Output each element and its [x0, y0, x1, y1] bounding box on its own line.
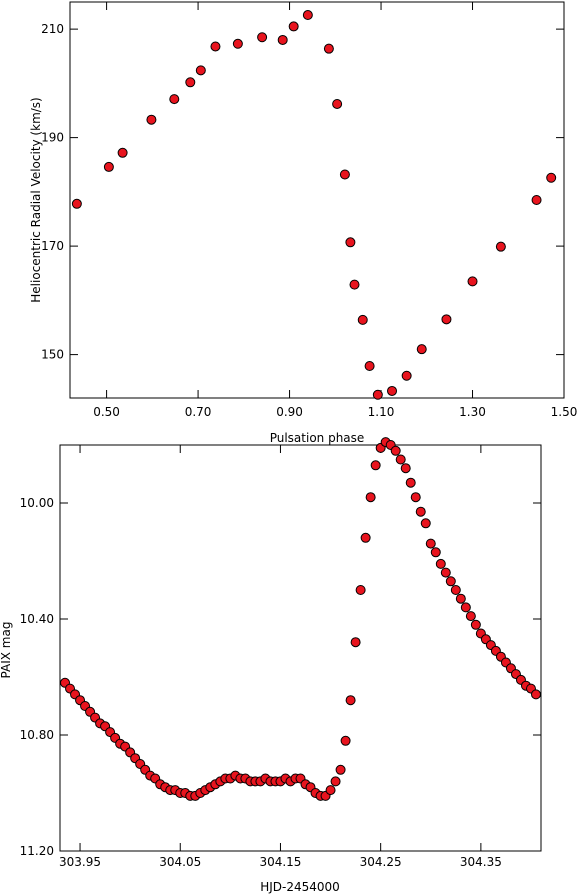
magnitude-data-point: [435, 558, 446, 569]
magnitude-data-point: [325, 785, 336, 796]
velocity-data-point: [185, 77, 196, 88]
magnitude-data-point: [400, 463, 411, 474]
magnitude-x-tick-label: 303.95: [59, 855, 101, 869]
magnitude-y-tick-label: 11.20: [20, 844, 54, 858]
velocity-data-point: [441, 314, 452, 325]
velocity-y-tick-label: 150: [41, 348, 64, 362]
magnitude-data-point: [445, 576, 456, 587]
magnitude-points: [60, 437, 541, 801]
magnitude-data-point: [355, 585, 366, 595]
velocity-data-point: [146, 114, 157, 125]
velocity-data-point: [401, 370, 412, 381]
velocity-x-axis-label: Pulsation phase: [270, 431, 365, 445]
magnitude-data-point: [340, 735, 351, 746]
velocity-y-tick-label: 170: [41, 239, 64, 253]
magnitude-data-point: [365, 492, 376, 503]
magnitude-x-tick-label: 304.25: [360, 855, 402, 869]
magnitude-data-point: [530, 689, 541, 700]
velocity-data-point: [349, 279, 360, 290]
magnitude-data-point: [450, 585, 461, 595]
velocity-data-point: [210, 41, 221, 52]
magnitude-y-tick-label: 10.80: [20, 728, 54, 742]
velocity-data-point: [345, 237, 356, 248]
velocity-y-tick-label: 190: [41, 131, 64, 145]
magnitude-data-point: [465, 611, 476, 622]
magnitude-chart: 303.95 304.05 304.15 304.25 304.35 10.00 10.40…: [0, 437, 542, 894]
magnitude-data-point: [410, 492, 421, 503]
magnitude-data-point: [395, 454, 406, 465]
magnitude-plot-frame: [59, 444, 542, 852]
magnitude-data-point: [330, 776, 341, 787]
velocity-data-point: [467, 276, 478, 287]
magnitude-data-point: [350, 637, 361, 648]
velocity-x-tick-label: 0.50: [93, 405, 120, 419]
magnitude-data-point: [430, 547, 441, 558]
magnitude-x-tick-label: 304.35: [460, 855, 502, 869]
magnitude-data-point: [415, 506, 426, 517]
velocity-data-point: [387, 385, 398, 396]
velocity-x-tick-label: 0.90: [276, 405, 303, 419]
magnitude-data-point: [460, 602, 471, 613]
magnitude-x-axis-label: HJD-2454000: [260, 880, 340, 894]
velocity-x-tick-label: 0.70: [185, 405, 212, 419]
velocity-y-tick-label: 210: [41, 22, 64, 36]
magnitude-data-point: [425, 538, 436, 549]
magnitude-data-point: [390, 445, 401, 456]
velocity-data-point: [372, 389, 383, 400]
velocity-x-tick-label: 1.10: [368, 405, 395, 419]
magnitude-data-point: [345, 695, 356, 706]
velocity-data-point: [302, 10, 313, 21]
velocity-x-tick-label: 1.30: [459, 405, 486, 419]
velocity-plot-frame: [69, 1, 565, 399]
velocity-ticks: 0.50 0.70 0.90 1.10 1.30 1.50 150 170 190 210: [41, 2, 577, 419]
magnitude-data-point: [405, 477, 416, 488]
velocity-data-point: [169, 94, 180, 105]
velocity-y-axis-label: Heliocentric Radial Velocity (km/s): [29, 97, 43, 302]
velocity-data-point: [232, 38, 243, 49]
magnitude-x-tick-label: 304.05: [159, 855, 201, 869]
velocity-data-point: [332, 98, 343, 109]
magnitude-data-point: [455, 593, 466, 604]
velocity-data-point: [531, 195, 542, 205]
velocity-points: [71, 10, 557, 400]
velocity-data-point: [416, 344, 427, 355]
velocity-data-point: [339, 169, 350, 180]
velocity-data-point: [323, 43, 334, 54]
velocity-data-point: [357, 314, 368, 325]
velocity-data-point: [288, 21, 299, 32]
magnitude-data-point: [370, 460, 381, 471]
magnitude-data-point: [360, 532, 371, 543]
magnitude-y-tick-label: 10.40: [20, 612, 54, 626]
velocity-data-point: [277, 34, 288, 45]
velocity-chart: 0.50 0.70 0.90 1.10 1.30 1.50 150 170 190 210 Pul…: [29, 1, 577, 445]
velocity-data-point: [103, 161, 114, 172]
magnitude-y-tick-label: 10.00: [20, 496, 54, 510]
velocity-data-point: [257, 32, 268, 43]
magnitude-data-point: [470, 619, 481, 630]
velocity-data-point: [71, 198, 82, 209]
magnitude-data-point: [335, 764, 346, 775]
magnitude-data-point: [440, 567, 451, 578]
velocity-data-point: [546, 172, 557, 183]
velocity-data-point: [195, 65, 206, 76]
magnitude-x-tick-label: 304.15: [259, 855, 301, 869]
magnitude-ticks: 303.95 304.05 304.15 304.25 304.35 10.00 10.40…: [20, 445, 541, 869]
magnitude-data-point: [420, 518, 431, 529]
velocity-data-point: [495, 241, 506, 252]
magnitude-y-axis-label: PAIX mag: [0, 622, 13, 679]
velocity-data-point: [364, 360, 375, 371]
velocity-x-tick-label: 1.50: [551, 405, 578, 419]
velocity-data-point: [117, 147, 128, 158]
